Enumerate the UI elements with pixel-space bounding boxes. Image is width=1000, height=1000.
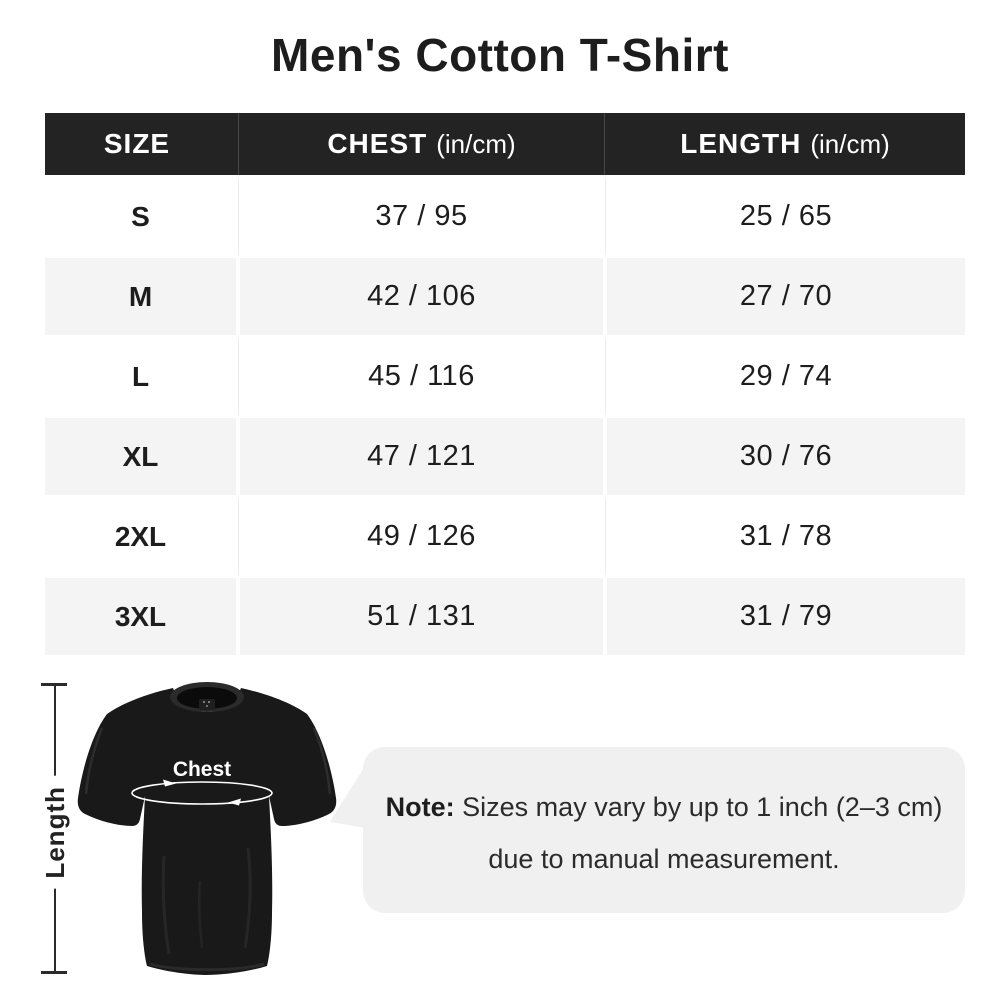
note-bubble: Note: Sizes may vary by up to 1 inch (2–… — [363, 747, 965, 913]
cell-chest: 51 / 131 — [240, 578, 603, 655]
cell-chest: 42 / 106 — [240, 258, 603, 335]
note-body: Sizes may vary by up to 1 inch (2–3 cm) — [462, 792, 943, 822]
cell-size: L — [45, 338, 236, 415]
tag-mark — [203, 701, 205, 703]
chest-label: Chest — [173, 758, 231, 781]
table-header-row: SIZE CHEST (in/cm) LENGTH (in/cm) — [45, 113, 965, 175]
chest-measure-ellipse — [131, 781, 273, 805]
fold-line — [161, 855, 171, 955]
cell-length: 27 / 70 — [607, 258, 965, 335]
page-title: Men's Cotton T-Shirt — [271, 29, 729, 81]
size-table: SIZE CHEST (in/cm) LENGTH (in/cm) S 37 / 9… — [45, 113, 965, 655]
header-label: LENGTH — [680, 128, 802, 159]
cell-size: XL — [45, 418, 236, 495]
header-cell-length: LENGTH (in/cm) — [604, 113, 965, 175]
table-row: L 45 / 116 29 / 74 — [45, 338, 965, 415]
hem-line — [149, 962, 265, 972]
header-cell-size: SIZE — [45, 113, 238, 175]
cell-size: M — [45, 258, 236, 335]
tshirt-body — [77, 688, 337, 975]
cell-chest: 47 / 121 — [240, 418, 603, 495]
tshirt-image: Chest — [77, 682, 337, 975]
cell-chest: 45 / 116 — [237, 338, 603, 415]
table-row: XL 47 / 121 30 / 76 — [45, 418, 965, 495]
chest-arrow-right — [163, 779, 176, 787]
cell-chest: 49 / 126 — [237, 498, 603, 575]
collar-opening — [177, 687, 237, 709]
note-text-line1: Note: Sizes may vary by up to 1 inch (2–… — [386, 781, 943, 833]
cell-length: 31 / 79 — [607, 578, 965, 655]
note-text-line2: due to manual measurement. — [488, 844, 840, 874]
table-row: M 42 / 106 27 / 70 — [45, 258, 965, 335]
cell-length: 30 / 76 — [607, 418, 965, 495]
tag-mark — [206, 705, 208, 707]
cell-length: 25 / 65 — [604, 178, 965, 255]
table-row: S 37 / 95 25 / 65 — [45, 178, 965, 255]
header-cell-chest: CHEST (in/cm) — [238, 113, 604, 175]
length-measure-cap-bottom — [41, 971, 67, 974]
cell-length: 31 / 78 — [604, 498, 965, 575]
cell-size: 3XL — [45, 578, 236, 655]
header-unit: (in/cm) — [436, 128, 516, 159]
header-unit: (in/cm) — [810, 128, 890, 159]
fold-line — [84, 727, 104, 795]
cell-chest: 37 / 95 — [237, 178, 603, 255]
length-measure-cap-top — [41, 683, 67, 686]
fold-line — [312, 727, 332, 795]
chest-arrow-left — [228, 798, 241, 806]
cell-size: S — [45, 178, 236, 255]
fold-line — [243, 847, 252, 949]
table-row: 3XL 51 / 131 31 / 79 — [45, 578, 965, 655]
table-row: 2XL 49 / 126 31 / 78 — [45, 498, 965, 575]
header-label: SIZE — [103, 128, 171, 159]
note-prefix: Note: — [385, 792, 455, 822]
header-label: CHEST — [327, 128, 428, 159]
fold-line — [197, 880, 204, 949]
cell-size: 2XL — [45, 498, 236, 575]
collar-tag — [199, 699, 215, 710]
cell-length: 29 / 74 — [604, 338, 965, 415]
table-body: S 37 / 95 25 / 65 M 42 / 106 27 / 70 L 4… — [45, 178, 965, 655]
tag-mark — [208, 701, 210, 703]
length-label: Length — [38, 776, 73, 889]
